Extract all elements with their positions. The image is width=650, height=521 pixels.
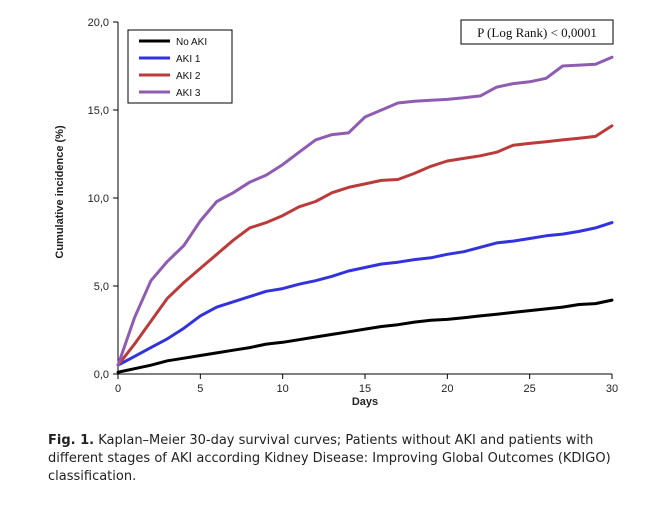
series-line-no-aki [116,298,614,374]
survival-chart: 0,0 5,0 10,0 15,0 20,0 0 5 10 15 20 25 30 Cumulativ… [54,17,619,408]
chart-series [116,55,614,374]
x-tick-label: 5 [197,383,203,395]
series-line-aki-1 [116,221,614,367]
y-axis-title: Cumulative incidence (%) [54,125,66,259]
x-tick-label: 0 [115,383,121,395]
x-tick-label: 10 [277,383,289,395]
y-tick-label: 5,0 [94,281,109,293]
annotation-text: P (Log Rank) < 0,0001 [477,25,597,40]
y-tick-label: 15,0 [88,105,109,117]
legend-label: AKI 1 [176,54,201,65]
chart-ticks: 0,0 5,0 10,0 15,0 20,0 0 5 10 15 20 25 30 [88,17,619,395]
x-tick-label: 15 [359,383,371,395]
figure-caption: Fig. 1. Kaplan–Meier 30-day survival cur… [48,432,638,486]
chart-legend: No AKI AKI 1 AKI 2 AKI 3 [127,29,233,104]
series-line-aki-3 [116,55,614,367]
annotation-box [460,19,614,45]
series-line-aki-2 [116,124,614,367]
legend-label: No AKI [176,37,207,48]
legend-label: AKI 2 [176,71,201,82]
log-rank-annotation: P (Log Rank) < 0,0001 [460,19,614,45]
x-axis-title: Days [352,396,378,408]
x-tick-label: 20 [441,383,453,395]
legend-label: AKI 3 [176,88,201,99]
y-tick-label: 10,0 [88,193,109,205]
y-tick-label: 20,0 [88,17,109,29]
caption-label: Fig. 1. [48,433,95,448]
caption-text: Kaplan–Meier 30-day survival curves; Pat… [48,433,611,484]
x-tick-label: 25 [524,383,536,395]
y-tick-label: 0,0 [94,369,109,381]
x-tick-label: 30 [606,383,618,395]
